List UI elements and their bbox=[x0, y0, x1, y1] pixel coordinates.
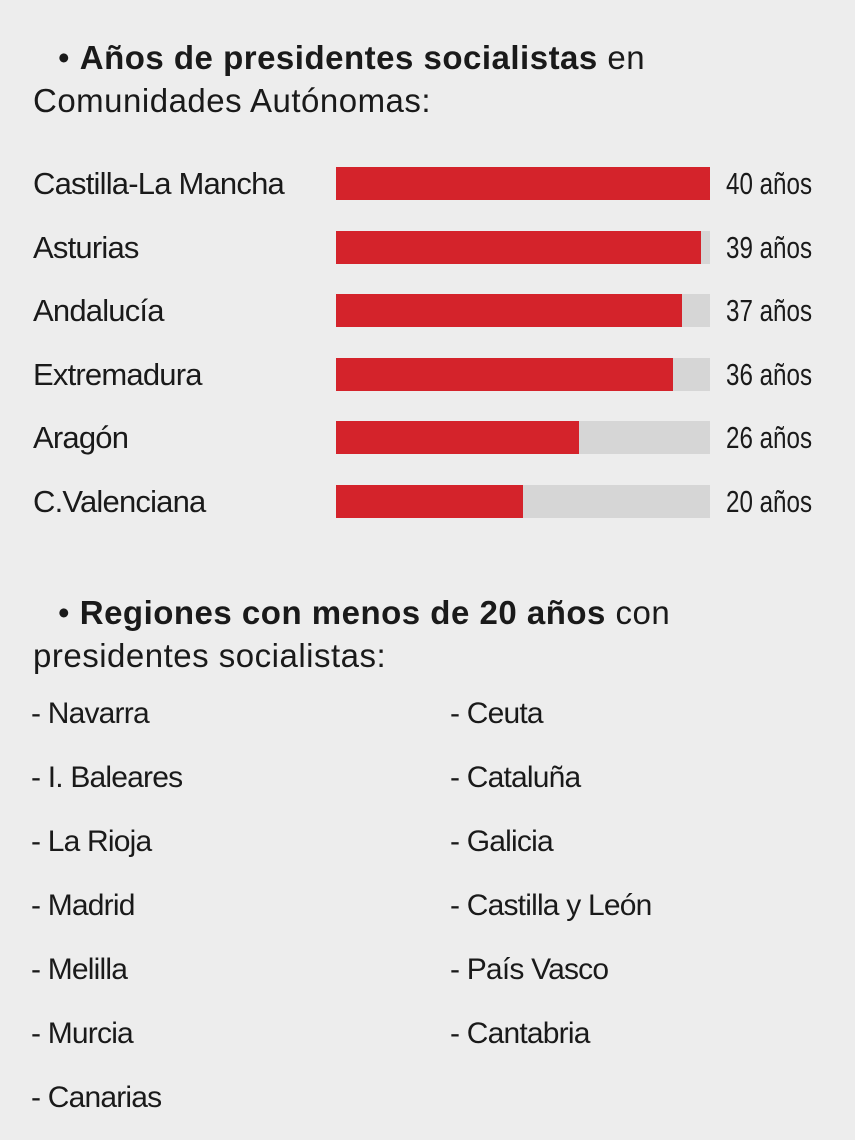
heading-line2: presidentes socialistas: bbox=[33, 637, 387, 674]
bar-track bbox=[336, 167, 710, 200]
bar-label: C.Valenciana bbox=[33, 483, 206, 519]
list-item: - País Vasco bbox=[450, 953, 609, 986]
bar bbox=[336, 421, 580, 454]
bar-value-label: 20 años bbox=[726, 483, 813, 519]
list-item: - I. Baleares bbox=[31, 761, 183, 794]
list-heading: • Regiones con menos de 20 años con pres… bbox=[33, 591, 670, 677]
bar bbox=[336, 230, 701, 264]
bar-label: Aragón bbox=[33, 420, 129, 455]
list-item: - Canarias bbox=[31, 1081, 162, 1114]
bar-label: Andalucía bbox=[33, 293, 164, 328]
bar-track bbox=[336, 294, 710, 327]
list-item: - Castilla y León bbox=[450, 889, 652, 922]
bar bbox=[336, 167, 710, 200]
bar-label: Asturias bbox=[33, 229, 139, 265]
bar-track bbox=[336, 357, 710, 391]
bar-value-label: 36 años bbox=[726, 356, 813, 392]
bar-label: Castilla-La Mancha bbox=[33, 166, 285, 201]
heading-rest: con bbox=[605, 594, 671, 631]
list-item: - La Rioja bbox=[31, 825, 152, 858]
bar-value-label: 37 años bbox=[726, 293, 813, 328]
heading-bold: Años de presidentes socialistas bbox=[79, 39, 598, 76]
heading-rest: en bbox=[597, 39, 646, 76]
list-item: - Galicia bbox=[450, 825, 554, 858]
bar-value-label: 26 años bbox=[726, 420, 813, 455]
list-item: - Murcia bbox=[31, 1017, 134, 1050]
list-item: - Melilla bbox=[31, 953, 128, 986]
bar-value-label: 40 años bbox=[726, 166, 813, 201]
list-item: - Ceuta bbox=[450, 697, 544, 730]
bar-value-label: 39 años bbox=[726, 229, 813, 265]
bar bbox=[336, 357, 673, 391]
list-item: - Madrid bbox=[31, 889, 135, 922]
bar-track bbox=[336, 484, 710, 518]
bar-track bbox=[336, 230, 710, 264]
bar bbox=[336, 294, 682, 327]
bar-label: Extremadura bbox=[33, 356, 202, 392]
list-item: - Cantabria bbox=[450, 1017, 590, 1050]
list-item: - Navarra bbox=[31, 697, 150, 730]
heading-bold: Regiones con menos de 20 años bbox=[79, 594, 606, 631]
chart-heading: • Años de presidentes socialistas en Com… bbox=[33, 36, 645, 122]
bullet: • bbox=[58, 594, 71, 631]
bullet: • bbox=[58, 39, 71, 76]
bar-track bbox=[336, 421, 710, 454]
bar bbox=[336, 484, 523, 518]
heading-line2: Comunidades Autónomas: bbox=[33, 82, 432, 119]
list-item: - Cataluña bbox=[450, 761, 581, 794]
